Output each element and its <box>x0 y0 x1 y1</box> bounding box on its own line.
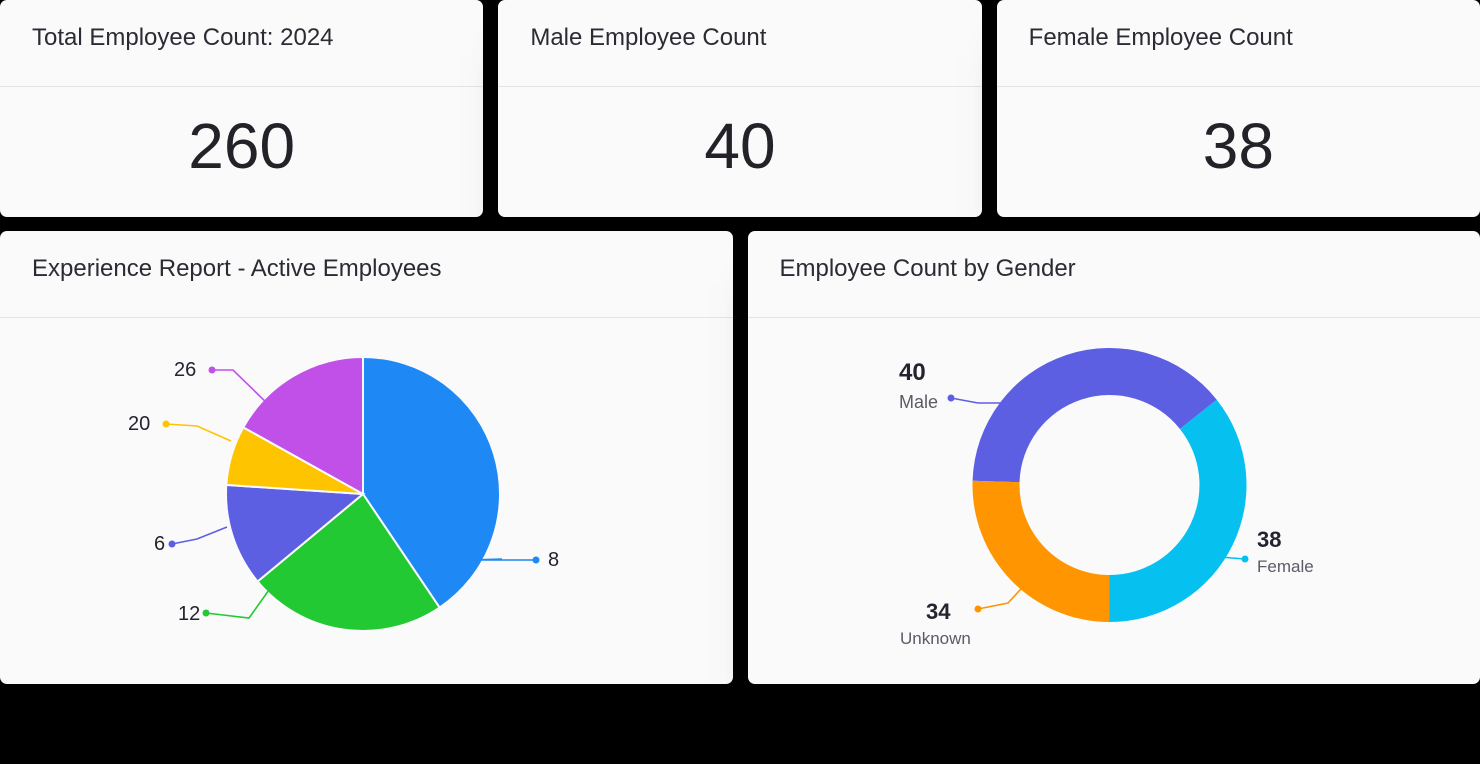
svg-text:34: 34 <box>926 599 951 624</box>
svg-text:8: 8 <box>548 549 559 571</box>
svg-text:Unknown: Unknown <box>900 629 971 648</box>
svg-text:Male: Male <box>899 392 938 412</box>
svg-text:38: 38 <box>1257 527 1281 552</box>
svg-text:20: 20 <box>128 413 150 435</box>
svg-text:40: 40 <box>899 359 926 386</box>
svg-text:Female: Female <box>1257 557 1314 576</box>
svg-text:12: 12 <box>178 603 200 625</box>
svg-text:6: 6 <box>154 533 165 555</box>
svg-text:26: 26 <box>174 359 196 381</box>
